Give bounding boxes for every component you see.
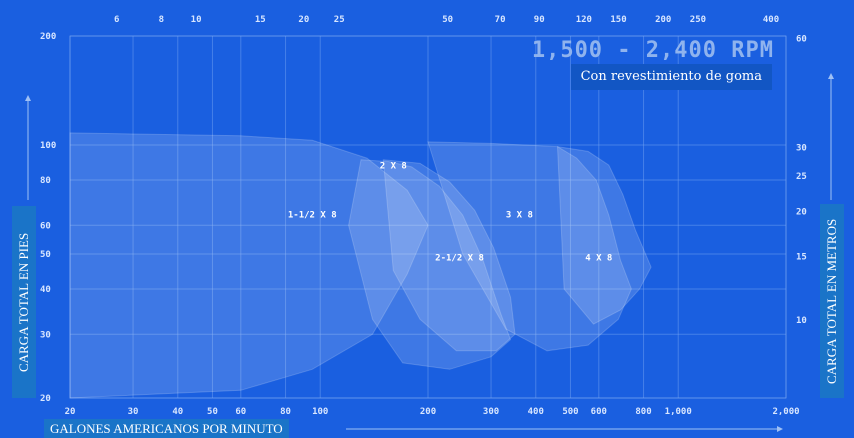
series-areas: [69, 132, 652, 399]
series-area: [427, 141, 632, 352]
y-tick-label: 20: [40, 394, 51, 404]
chart-title: 1,500 - 2,400 RPM: [531, 38, 774, 63]
series-label: 4 X 8: [585, 253, 612, 263]
x-tick-label-top: 70: [495, 15, 506, 25]
series-label: 2-1/2 X 8: [435, 253, 484, 263]
x-tick-label: 20: [65, 407, 76, 417]
axis-arrows: [25, 73, 834, 432]
x-tick-label-top: 200: [655, 15, 671, 25]
x-tick-label: 500: [562, 407, 578, 417]
x-tick-label-top: 15: [255, 15, 266, 25]
y-axis-left-title: CARGA TOTAL EN PIES: [12, 206, 36, 398]
x-tick-label-top: 10: [191, 15, 202, 25]
y-tick-label: 60: [40, 221, 51, 231]
x-tick-label-top: 250: [690, 15, 706, 25]
y-tick-label: 200: [40, 32, 56, 42]
x-tick-label: 30: [128, 407, 139, 417]
y-tick-label: 80: [40, 176, 51, 186]
y-tick-label: 40: [40, 285, 51, 295]
x-tick-label-top: 90: [534, 15, 545, 25]
y-axis-right-title: CARGA TOTAL EN METROS: [820, 204, 844, 398]
series-label: 2 X 8: [380, 162, 407, 172]
series-label: 3 X 8: [506, 211, 533, 221]
x-tick-label: 800: [635, 407, 651, 417]
y-tick-label-right: 25: [796, 172, 807, 182]
arrow-head-icon: [777, 426, 783, 432]
y-tick-label: 100: [40, 141, 56, 151]
tick-labels: 20 30 40 50 60 80 100 200 300 400 500 600 800 1,000 2,…: [40, 15, 807, 417]
x-tick-label: 40: [172, 407, 183, 417]
plot-frame: [69, 35, 787, 399]
series-area: [348, 159, 512, 370]
series-labels: 1-1/2 X 8 2 X 8 2-1/2 X 8 3 X 8 4 X 8: [288, 162, 612, 264]
grid: [69, 35, 787, 399]
y-tick-label-right: 60: [796, 35, 807, 45]
arrow-head-icon: [25, 95, 31, 101]
x-tick-label: 200: [420, 407, 436, 417]
y-tick-label-right: 15: [796, 252, 807, 262]
x-tick-label-top: 8: [159, 15, 164, 25]
x-tick-label-top: 120: [576, 15, 592, 25]
x-tick-label: 2,000: [772, 407, 799, 417]
x-tick-label-top: 25: [334, 15, 345, 25]
y-tick-label-right: 30: [796, 144, 807, 154]
y-tick-label: 50: [40, 250, 51, 260]
series-area: [556, 146, 652, 325]
x-axis-title: GALONES AMERICANOS POR MINUTO: [44, 419, 289, 438]
y-tick-label: 30: [40, 330, 51, 340]
y-tick-label-right: 10: [796, 316, 807, 326]
series-area: [382, 159, 516, 352]
chart-subtitle: Con revestimiento de goma: [570, 64, 772, 90]
series-area: [69, 132, 429, 399]
y-tick-label-right: 20: [796, 207, 807, 217]
x-tick-label-top: 400: [763, 15, 779, 25]
series-label: 1-1/2 X 8: [288, 211, 337, 221]
x-tick-label-top: 50: [442, 15, 453, 25]
x-tick-label: 1,000: [665, 407, 692, 417]
x-tick-label: 50: [207, 407, 218, 417]
x-tick-label: 100: [312, 407, 328, 417]
x-tick-label: 300: [483, 407, 499, 417]
x-tick-label-top: 20: [298, 15, 309, 25]
x-tick-label-top: 150: [610, 15, 626, 25]
x-tick-label: 600: [591, 407, 607, 417]
x-tick-label: 80: [280, 407, 291, 417]
arrow-head-icon: [828, 73, 834, 79]
x-tick-label: 400: [528, 407, 544, 417]
x-tick-label: 60: [235, 407, 246, 417]
x-tick-label-top: 6: [114, 15, 119, 25]
